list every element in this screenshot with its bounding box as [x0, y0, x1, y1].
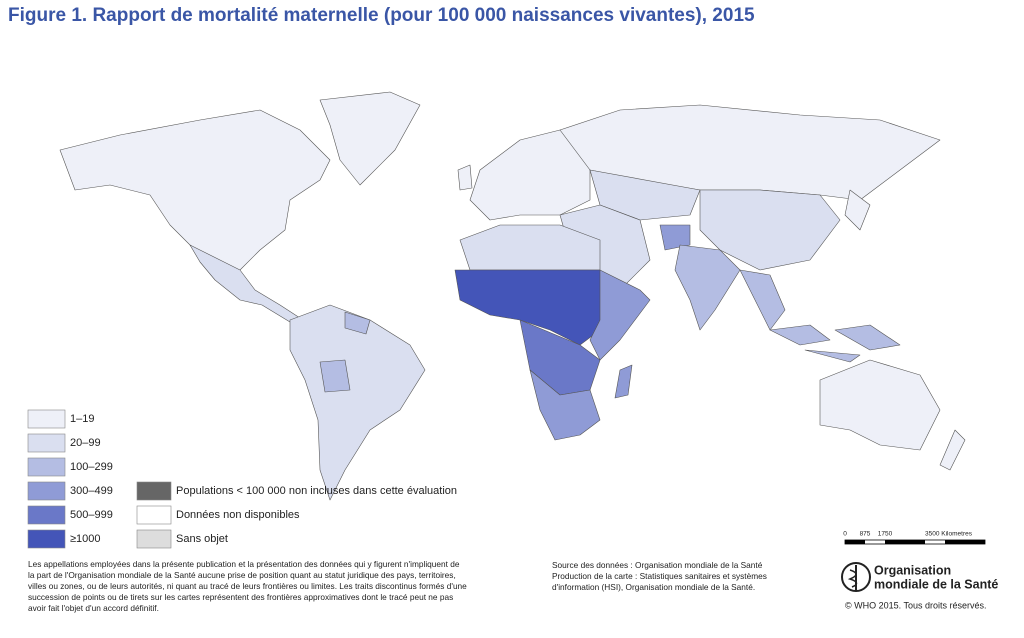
source-line: Source des données : Organisation mondia…	[552, 560, 763, 570]
legend-swatch	[27, 505, 66, 525]
region	[739, 269, 786, 331]
legend-label: 20–99	[70, 437, 101, 449]
region	[344, 311, 371, 335]
legend: 1–19 20–99 100–299 300–499 500–999 ≥1000 Popul…	[27, 409, 457, 549]
legend-label: Données non disponibles	[176, 509, 300, 521]
region	[319, 91, 421, 186]
legend-swatch	[27, 481, 66, 501]
source-line: d'information (HSI), Organisation mondia…	[552, 582, 755, 592]
region	[59, 109, 331, 271]
title: Figure 1. Rapport de mortalité maternell…	[8, 5, 755, 26]
legend-swatch	[27, 409, 66, 429]
disclaimer-line: Les appellations employées dans la prése…	[28, 559, 460, 569]
region	[939, 429, 966, 471]
scale-label: 875	[860, 531, 871, 538]
disclaimer-line: succession de points ou de tirets sur le…	[28, 592, 453, 602]
legend-swatch	[27, 529, 66, 549]
region	[614, 364, 633, 399]
legend-label: 300–499	[70, 485, 113, 497]
region	[529, 369, 601, 441]
legend-label: ≥1000	[70, 533, 101, 545]
scale-label: 1750	[878, 531, 893, 538]
disclaimer-line: la part de l'Organisation mondiale de la…	[28, 570, 456, 580]
legend-swatch	[136, 529, 172, 549]
legend-label: 100–299	[70, 461, 113, 473]
logo-text: mondiale de la Santé	[874, 577, 998, 591]
logo-text: Organisation	[874, 563, 951, 577]
scale-segment	[845, 540, 865, 544]
disclaimer-line: villes ou zones, ou de leurs autorités, …	[28, 581, 467, 591]
scale-label: 3500 Kilometres	[925, 531, 973, 538]
world-map	[59, 91, 966, 501]
legend-label: 1–19	[70, 413, 94, 425]
notes: Les appellations employées dans la prése…	[28, 559, 998, 613]
region	[769, 324, 901, 363]
region	[659, 224, 691, 251]
region	[699, 189, 841, 271]
legend-swatch	[136, 505, 172, 525]
disclaimer-line: avoir fait l'objet d'un accord définitif…	[28, 603, 159, 613]
legend-label: Sans objet	[176, 533, 228, 545]
region	[674, 244, 741, 331]
legend-swatch	[27, 433, 66, 453]
region	[589, 269, 651, 361]
legend-swatch	[27, 457, 66, 477]
scale-label: 0	[843, 531, 847, 538]
who-logo	[841, 562, 871, 592]
scale-segment	[945, 540, 985, 544]
scale-bar: 0 875 1750 3500 Kilometres	[843, 531, 986, 545]
legend-label: Populations < 100 000 non incluses dans …	[176, 485, 457, 497]
legend-label: 500–999	[70, 509, 113, 521]
region	[289, 304, 426, 501]
legend-swatch	[136, 481, 172, 501]
region	[319, 359, 351, 393]
source-line: Production de la carte : Statistiques sa…	[552, 571, 767, 581]
region	[819, 359, 941, 451]
region	[589, 169, 701, 221]
scale-segment	[885, 540, 925, 544]
region	[844, 189, 871, 231]
copyright: © WHO 2015. Tous droits réservés.	[845, 600, 987, 610]
region	[457, 164, 473, 191]
